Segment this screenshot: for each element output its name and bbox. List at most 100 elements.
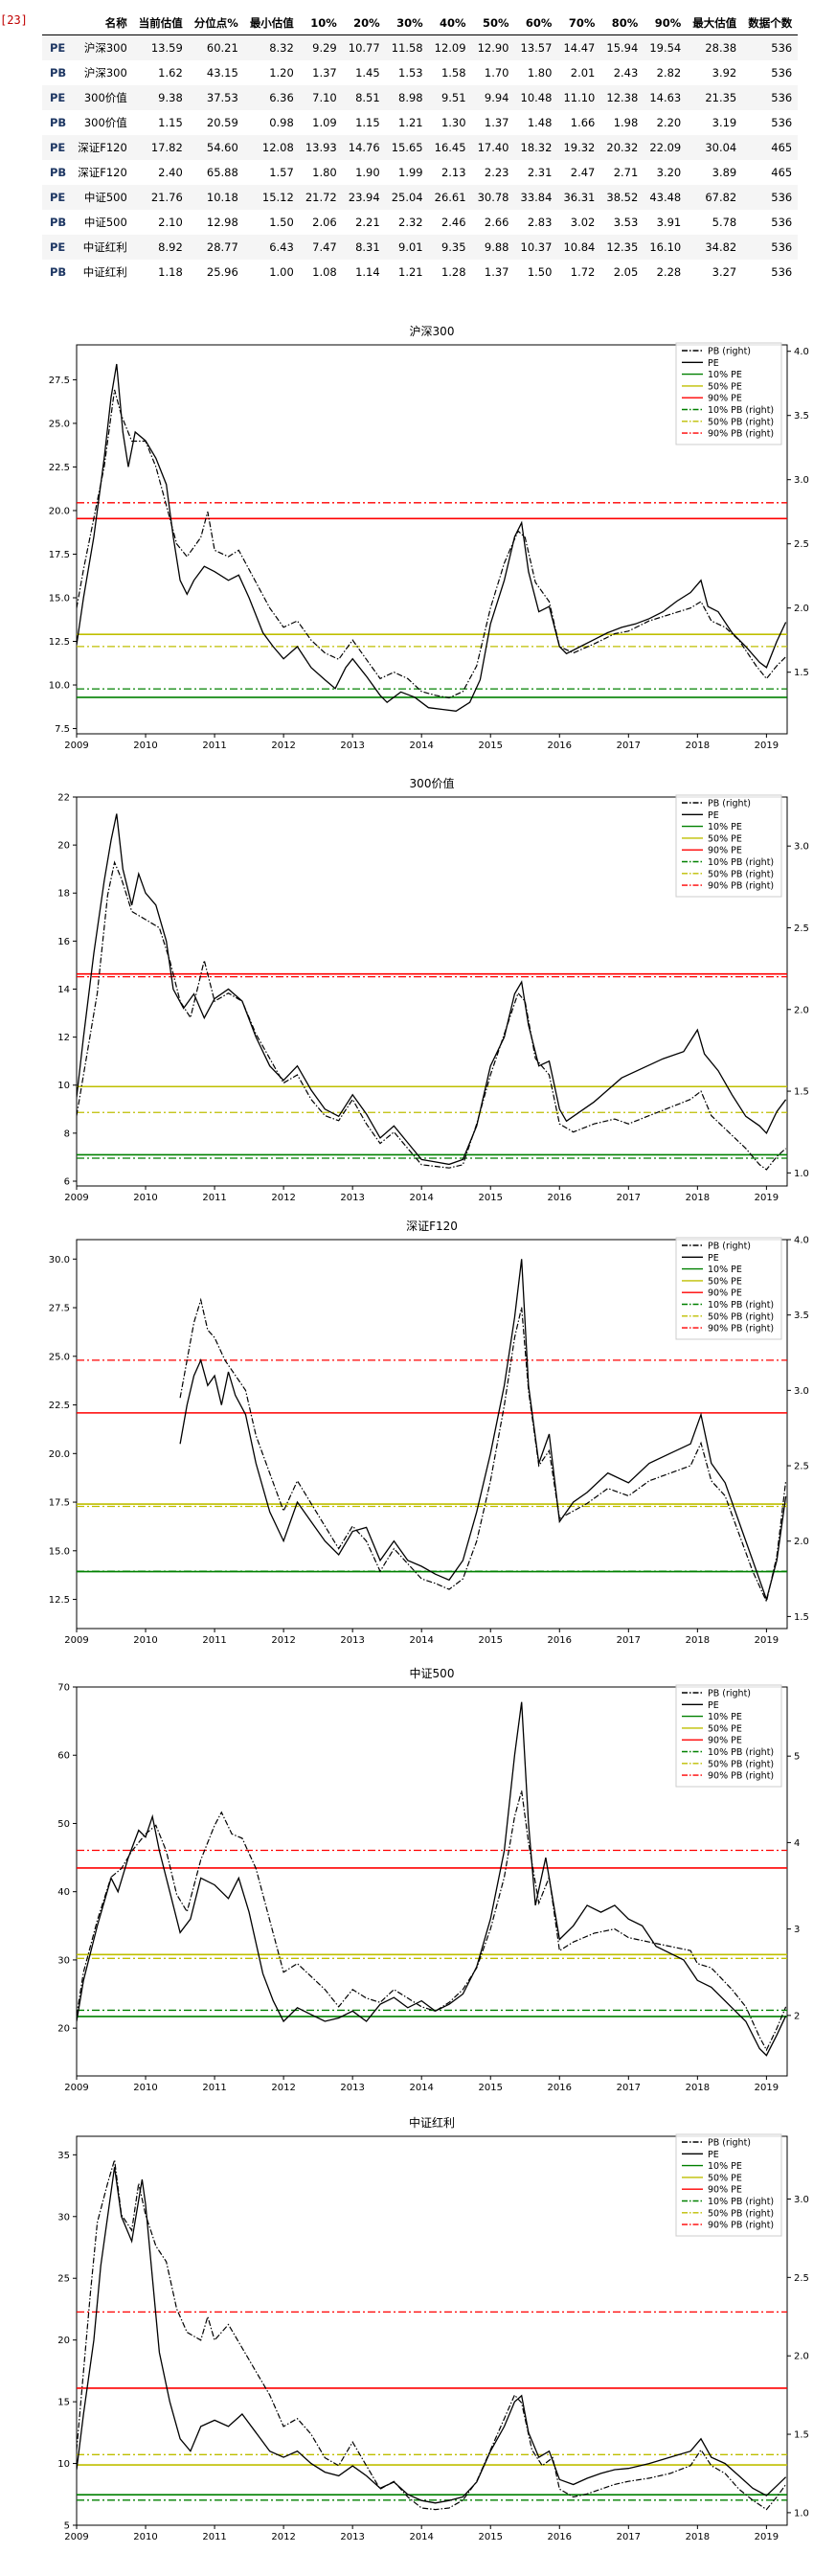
pe-series-line (77, 813, 787, 1166)
table-cell: 8.31 (342, 235, 386, 260)
y-tick-label: 12.5 (49, 637, 70, 648)
table-cell: 2.66 (484, 216, 509, 229)
table-cell: 43.48 (644, 185, 688, 210)
table-header-cell: 名称 (72, 11, 133, 35)
y-tick-label: 15.0 (49, 593, 70, 604)
legend-label: PB (right) (708, 2138, 751, 2149)
table-cell: 10.37 (514, 235, 558, 260)
x-tick-label: 2019 (755, 1193, 779, 1203)
legend-label: 10% PB (right) (708, 2197, 774, 2207)
x-tick-label: 2019 (755, 2532, 779, 2542)
row-index-cell: PB (50, 166, 67, 179)
legend-frame (675, 2133, 782, 2237)
table-cell: 30.78 (471, 185, 515, 210)
x-tick-label: 2015 (479, 2532, 503, 2542)
table-cell: 9.35 (428, 235, 472, 260)
x-tick-label: 2011 (202, 1193, 226, 1203)
table-cell: 21.35 (687, 85, 743, 110)
y-tick-label: 25.0 (49, 1352, 70, 1362)
table-cell: 28.77 (188, 235, 244, 260)
legend-frame (675, 1237, 782, 1340)
y-tick-label: 25 (57, 2274, 70, 2285)
row-index-cell: PE (42, 185, 73, 210)
x-tick-label: 2015 (479, 741, 503, 751)
y2-tick-label: 2.5 (794, 923, 809, 934)
table-cell: 43.15 (206, 66, 238, 80)
table-cell: 12.90 (471, 34, 515, 60)
table-cell: 3.19 (712, 116, 737, 129)
table-cell: 19.32 (557, 135, 601, 160)
x-tick-label: 2013 (340, 2532, 364, 2542)
table-cell: 8.51 (342, 85, 386, 110)
table-cell: 2.46 (441, 216, 466, 229)
table-cell: 1.08 (312, 265, 337, 279)
y-tick-label: 10.0 (49, 681, 70, 692)
y-tick-label: 15 (57, 2398, 70, 2408)
table-cell: 12.38 (600, 85, 644, 110)
legend-label: 50% PE (708, 1723, 742, 1734)
table-cell: 465 (742, 135, 799, 160)
legend-label: 50% PB (right) (708, 1311, 774, 1322)
y2-tick-label: 2.0 (794, 1005, 809, 1015)
table-row: PB 中证红利 1.18 25.96 1.00 1.08 1.14 1.21 1.28 1.37 1… (42, 260, 798, 285)
table-cell: 12.09 (428, 34, 472, 60)
x-tick-label: 2018 (686, 2083, 710, 2093)
table-row: PE 深证F120 17.82 54.60 12.08 13.93 14.76 15.65 16… (42, 135, 799, 160)
x-tick-label: 2016 (548, 1635, 572, 1646)
table-cell: 12.98 (206, 216, 238, 229)
x-tick-label: 2010 (133, 1193, 157, 1203)
legend-label: PB (right) (708, 1242, 751, 1252)
x-tick-label: 2011 (202, 2083, 226, 2093)
x-tick-label: 2018 (686, 2532, 710, 2542)
table-cell: 1.18 (158, 265, 183, 279)
legend-label: 10% PE (708, 822, 742, 832)
y2-tick-label: 2 (794, 2011, 800, 2021)
table-header-cell: 50% (471, 11, 515, 35)
table-cell: 17.82 (132, 135, 189, 160)
x-tick-label: 2016 (548, 2083, 572, 2093)
table-header-cell: 分位点% (188, 11, 244, 35)
plot-frame (76, 1239, 788, 1630)
legend-label: 90% PB (right) (708, 1771, 774, 1782)
table-cell: 3.53 (613, 216, 639, 229)
table-row: PE 中证红利 8.92 28.77 6.43 7.47 8.31 9.01 9.35 9.88 1… (42, 235, 799, 260)
y-tick-label: 12.5 (49, 1595, 70, 1606)
table-cell: 9.51 (428, 85, 472, 110)
y2-tick-label: 3.0 (794, 1386, 809, 1397)
table-cell: 536 (771, 216, 793, 229)
y2-tick-label: 2.5 (794, 539, 809, 550)
y-tick-label: 30 (57, 1955, 70, 1966)
table-cell: 2.40 (158, 166, 183, 179)
x-tick-label: 2014 (409, 2532, 433, 2542)
y-tick-label: 22.5 (49, 1401, 70, 1411)
plot-area (77, 1259, 787, 1604)
x-tick-label: 2009 (64, 1635, 88, 1646)
table-cell: 深证F120 (78, 166, 127, 179)
plot-area (77, 363, 787, 712)
x-tick-label: 2012 (271, 741, 295, 751)
legend-label: 10% PE (708, 1265, 742, 1275)
table-cell: 536 (771, 66, 793, 80)
y-tick-label: 15.0 (49, 1546, 70, 1557)
table-row: PB 沪深300 1.62 43.15 1.20 1.37 1.45 1.53 1.58 1.70… (42, 60, 798, 85)
table-cell: 1.50 (269, 216, 294, 229)
table-cell: 536 (742, 185, 799, 210)
table-cell: 10.77 (342, 34, 386, 60)
table-cell: 1.70 (484, 66, 509, 80)
y2-tick-label: 4.0 (794, 1236, 809, 1246)
row-index-cell: PE (42, 135, 73, 160)
y-tick-label: 30 (57, 2212, 70, 2223)
table-cell: 1.57 (269, 166, 294, 179)
x-tick-label: 2017 (617, 2532, 641, 2542)
y2-tick-label: 2.5 (794, 1462, 809, 1472)
table-cell: 13.57 (514, 34, 558, 60)
table-cell: 2.47 (570, 166, 596, 179)
table-cell: 14.47 (557, 34, 601, 60)
table-row: PE 300价值 9.38 37.53 6.36 7.10 8.51 8.98 9.51 9.94… (42, 85, 799, 110)
table-cell: 2.13 (441, 166, 466, 179)
legend-label: PE (708, 2150, 719, 2160)
table-cell: 300价值 (83, 116, 127, 129)
table-cell: 2.01 (570, 66, 596, 80)
table-cell: 1.37 (312, 66, 337, 80)
legend-label: 10% PB (right) (708, 857, 774, 868)
